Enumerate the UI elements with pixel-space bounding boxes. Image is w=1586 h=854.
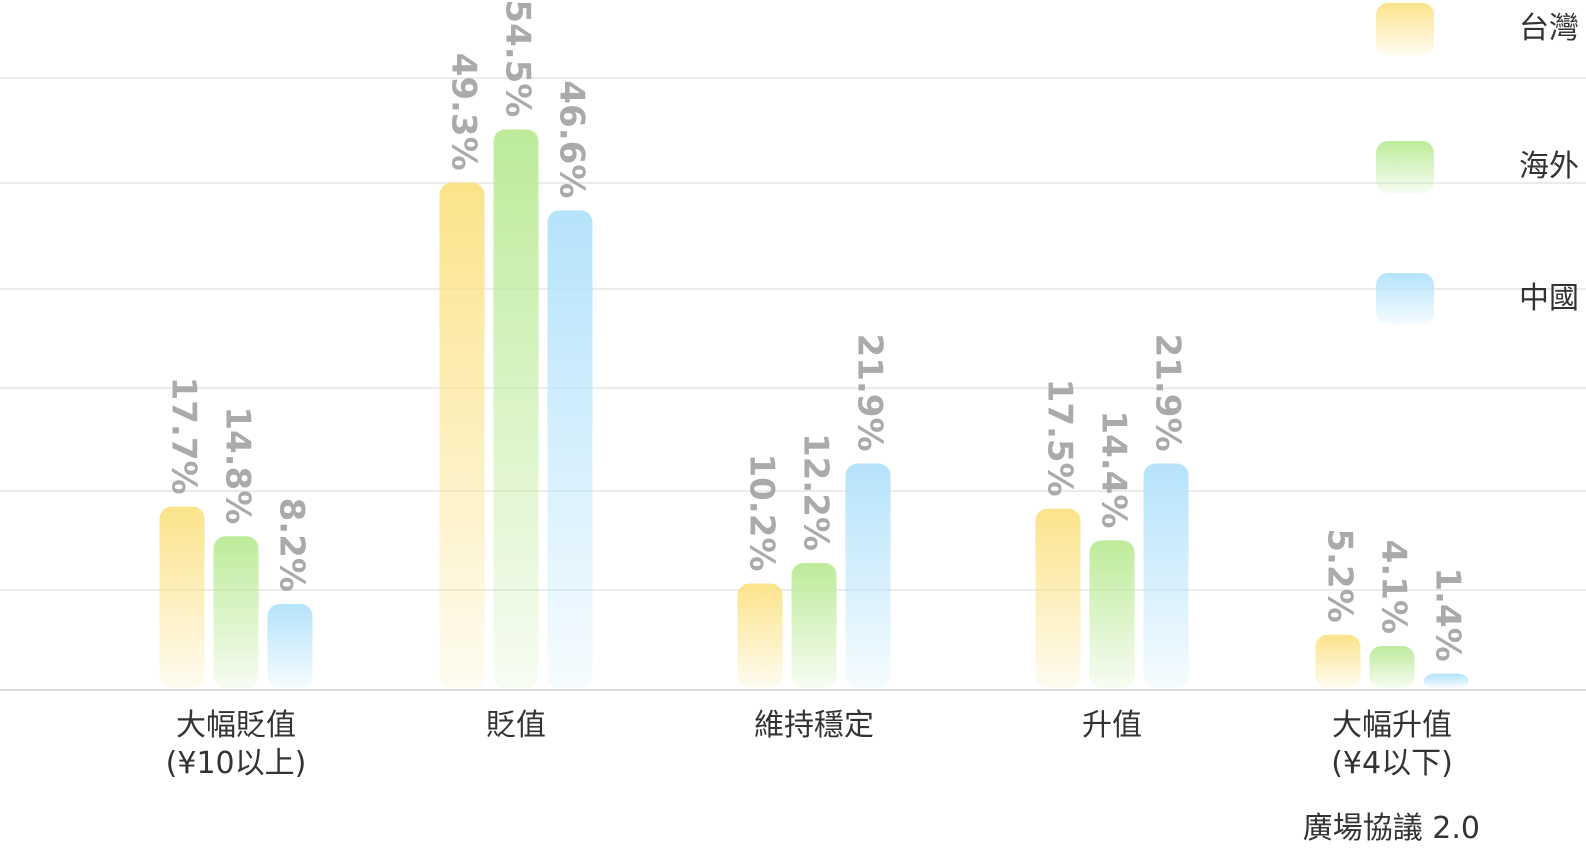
value-label-2-2: 54.5% <box>498 0 538 117</box>
value-label-1-5: 5.2% <box>1320 528 1360 622</box>
value-label-1-4: 17.5% <box>1040 379 1080 497</box>
category-label-4: 升值 <box>1082 708 1142 743</box>
value-label-1-1: 17.7% <box>164 377 204 495</box>
category-sublabel-5: (¥4以下) <box>1331 746 1453 781</box>
value-label-1-2: 49.3% <box>444 53 484 171</box>
bar-1-1 <box>159 506 205 688</box>
bar-1-2 <box>439 182 485 689</box>
category-label-2: 貶值 <box>486 708 546 743</box>
bar-3-1 <box>267 603 313 688</box>
bar-1-5 <box>1315 634 1361 688</box>
bar-3-3 <box>845 463 891 688</box>
bar-2-4 <box>1089 540 1135 688</box>
value-label-2-4: 14.4% <box>1094 410 1134 528</box>
bar-2-5 <box>1369 645 1415 688</box>
legend-swatch-2 <box>1376 141 1434 193</box>
value-label-3-5: 1.4% <box>1428 567 1468 661</box>
category-labels: 大幅貶值(¥10以上) 貶值 維持穩定 升值 大幅升值(¥4以下) <box>166 708 1453 781</box>
value-label-3-3: 21.9% <box>850 334 890 452</box>
bar-1-3 <box>737 583 783 688</box>
category-sublabel-1: (¥10以上) <box>166 746 307 781</box>
bar-2-1 <box>213 536 259 688</box>
value-label-1-3: 10.2% <box>742 453 782 571</box>
bar-2-3 <box>791 562 837 688</box>
value-label-3-1: 8.2% <box>272 498 312 592</box>
bar-2-2 <box>493 129 539 688</box>
category-label-3: 維持穩定 <box>754 708 874 743</box>
value-label-2-5: 4.1% <box>1374 540 1414 634</box>
legend-label-1: 台灣 <box>1519 11 1579 46</box>
bar-3-4 <box>1143 463 1189 688</box>
category-label-5: 大幅升值 <box>1332 708 1452 743</box>
legend-label-3: 中國 <box>1519 281 1579 316</box>
value-label-3-2: 46.6% <box>552 80 592 198</box>
bar-3-5 <box>1423 673 1469 688</box>
bars <box>159 129 1469 689</box>
footer-caption: 廣場協議 2.0 <box>1303 811 1480 846</box>
value-label-3-4: 21.9% <box>1148 334 1188 452</box>
legend-label-2: 海外 <box>1519 149 1579 184</box>
bar-3-2 <box>547 210 593 688</box>
category-label-1: 大幅貶值 <box>176 708 296 743</box>
value-label-2-3: 12.2% <box>796 433 836 551</box>
legend-swatch-3 <box>1376 273 1434 325</box>
value-label-2-1: 14.8% <box>218 406 258 524</box>
value-labels: 17.7% 14.8% 8.2% 49.3% 54.5% 46.6% 10.2% 12.2% 2… <box>164 0 1468 662</box>
legend-swatch-1 <box>1376 3 1434 55</box>
bar-1-4 <box>1035 508 1081 688</box>
